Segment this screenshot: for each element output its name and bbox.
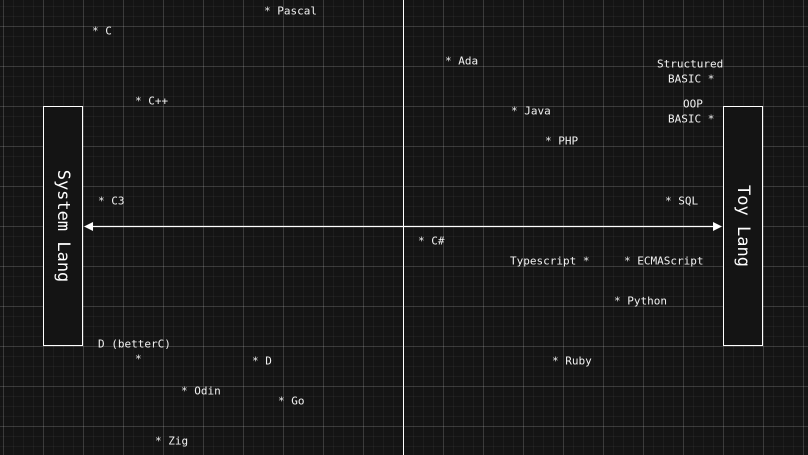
lang-csharp: * C#	[418, 234, 445, 248]
lang-sql: * SQL	[665, 194, 699, 208]
lang-ruby: * Ruby	[552, 354, 592, 368]
toy-lang-box: Toy Lang	[723, 106, 763, 346]
arrowhead-left	[84, 222, 93, 231]
lang-d-betterc-line1: D (betterC)	[98, 337, 171, 351]
system-lang-box: System Lang	[43, 106, 83, 346]
lang-odin: * Odin	[181, 384, 221, 398]
system-lang-label: System Lang	[53, 169, 73, 283]
lang-c: * C	[92, 24, 112, 38]
lang-zig: * Zig	[155, 434, 189, 448]
lang-java: * Java	[511, 104, 551, 118]
arrowhead-right	[713, 222, 722, 231]
lang-ada: * Ada	[445, 54, 479, 68]
lang-structured-basic-line1: Structured	[657, 57, 724, 71]
lang-d: * D	[252, 354, 272, 368]
toy-lang-label: Toy Lang	[733, 185, 753, 267]
lang-structured-basic-line2: BASIC *	[668, 72, 715, 86]
lang-pascal: * Pascal	[264, 4, 317, 18]
lang-d-betterc-line2: *	[135, 352, 142, 366]
lang-oop-basic-line1: OOP	[683, 97, 703, 111]
lang-ecmascript: * ECMAScript	[624, 254, 704, 268]
lang-oop-basic-line2: BASIC *	[668, 112, 715, 126]
lang-python: * Python	[614, 294, 667, 308]
lang-cpp: * C++	[135, 94, 169, 108]
lang-c3: * C3	[98, 194, 125, 208]
lang-go: * Go	[278, 394, 305, 408]
lang-typescript: Typescript *	[510, 254, 590, 268]
lang-php: * PHP	[545, 134, 579, 148]
